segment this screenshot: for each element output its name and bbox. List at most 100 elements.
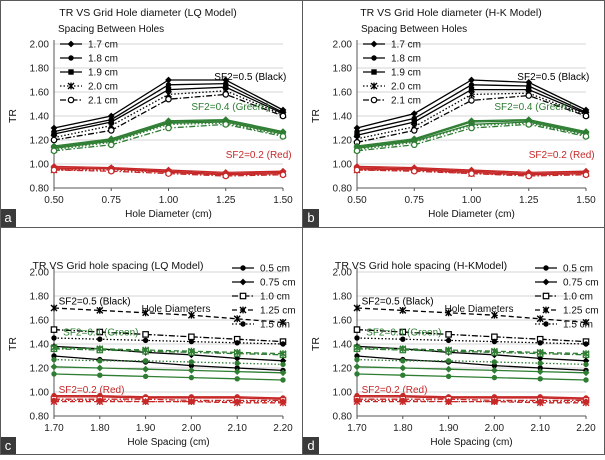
y-tick-label: 2.00: [30, 40, 50, 51]
x-tick-label: 0.50: [347, 195, 367, 206]
data-point: [279, 318, 287, 326]
data-point: [234, 376, 240, 382]
y-tick-label: 0.80: [30, 412, 50, 423]
data-point: [222, 121, 230, 128]
data-point: [107, 127, 115, 134]
data-point: [445, 365, 452, 373]
data-point: [107, 167, 115, 175]
data-point: [543, 265, 549, 271]
data-point: [280, 361, 286, 368]
x-tick-label: 1.90: [136, 423, 156, 434]
y-tick-label: 0.80: [333, 184, 353, 195]
data-point: [400, 397, 406, 404]
x-tick-label: 1.00: [159, 195, 179, 206]
series-line: [54, 396, 284, 400]
series-line: [53, 169, 284, 177]
data-point: [51, 371, 57, 377]
data-point: [50, 304, 58, 312]
x-tick-label: 1.25: [519, 195, 539, 206]
data-point: [445, 358, 452, 364]
series-line: [356, 355, 587, 372]
data-point: [536, 348, 544, 356]
series-line: [53, 307, 284, 324]
data-point: [50, 136, 58, 144]
series-line: [53, 345, 284, 362]
data-point: [370, 96, 378, 104]
legend-title: Hole Diameters: [142, 304, 211, 315]
x-axis-label: Hole Diameter (cm): [125, 209, 212, 220]
series-annotation: SF2=0.2 (Red): [226, 150, 292, 161]
data-point: [50, 147, 58, 155]
data-point: [279, 112, 287, 120]
x-tick-label: 2.10: [530, 423, 550, 434]
data-point: [51, 335, 57, 341]
panel-label: d: [307, 438, 314, 453]
data-point: [583, 341, 589, 347]
series-annotation: SF2=0.5 (Black): [517, 72, 589, 83]
series-line: [356, 346, 587, 355]
y-tick-label: 1.00: [30, 388, 50, 399]
data-point: [536, 368, 544, 375]
y-tick-label: 2.00: [333, 40, 353, 51]
data-point: [187, 347, 195, 355]
data-point: [165, 86, 172, 93]
y-axis-label: TR: [7, 109, 19, 123]
data-point: [50, 363, 58, 371]
data-point: [51, 131, 57, 137]
y-tick-label: 1.60: [333, 316, 353, 327]
data-point: [50, 344, 58, 352]
data-point: [67, 82, 75, 90]
series-annotation: SF2=0.4 (Green): [63, 328, 138, 339]
legend-label: 1.8 cm: [88, 54, 118, 65]
data-point: [67, 40, 75, 48]
data-point: [353, 326, 361, 333]
y-tick-label: 1.00: [333, 160, 353, 171]
series-line: [53, 348, 284, 356]
data-point: [537, 360, 543, 366]
x-axis-label: Hole Diameter (cm): [428, 209, 515, 220]
data-point: [279, 171, 287, 179]
data-point: [354, 356, 360, 363]
y-tick-label: 2.00: [333, 268, 353, 279]
series-line: [356, 348, 587, 356]
panel-label: b: [307, 210, 314, 225]
data-point: [354, 132, 360, 138]
data-point: [537, 376, 543, 382]
data-point: [468, 82, 475, 88]
data-point: [239, 306, 247, 314]
data-point: [410, 127, 418, 134]
chart-title: TR VS Grid hole spacing (H-KModel): [335, 260, 507, 272]
series-line: [53, 355, 284, 372]
legend-label: 1.25 cm: [563, 306, 599, 317]
x-tick-label: 0.75: [102, 195, 122, 206]
data-point: [491, 367, 498, 374]
data-point: [445, 337, 452, 344]
series-annotation: SF2=0.5 (Black): [214, 72, 286, 83]
data-point: [582, 318, 590, 326]
legend-label: 0.75 cm: [260, 278, 296, 289]
series-line: [356, 328, 587, 343]
panel-label: a: [4, 210, 12, 225]
series-line: [357, 394, 587, 399]
series-line: [357, 398, 586, 402]
y-tick-label: 1.60: [30, 88, 50, 99]
legend-label: 2.1 cm: [88, 96, 118, 107]
chart-panel-a: 0.80 1.00 1.20 1.40 1.60 1.80 2.00 0.50 0.75 1.00…: [0, 7, 293, 227]
data-point: [142, 365, 149, 373]
data-point: [491, 359, 498, 365]
legend-label: 1.9 cm: [391, 68, 421, 79]
series-annotation: SF2=0.2 (Red): [59, 385, 125, 396]
data-point: [234, 340, 240, 346]
data-point: [399, 345, 407, 353]
legend-label: 2.0 cm: [88, 82, 118, 93]
x-tick-label: 1.90: [439, 423, 459, 434]
data-point: [353, 147, 361, 155]
data-point: [582, 357, 590, 365]
series-annotation: SF2=0.2 (Red): [362, 385, 428, 396]
data-point: [223, 84, 229, 90]
data-point: [371, 55, 377, 61]
data-point: [233, 315, 241, 323]
panel-label-box: [303, 209, 319, 227]
x-tick-label: 1.70: [44, 423, 64, 434]
